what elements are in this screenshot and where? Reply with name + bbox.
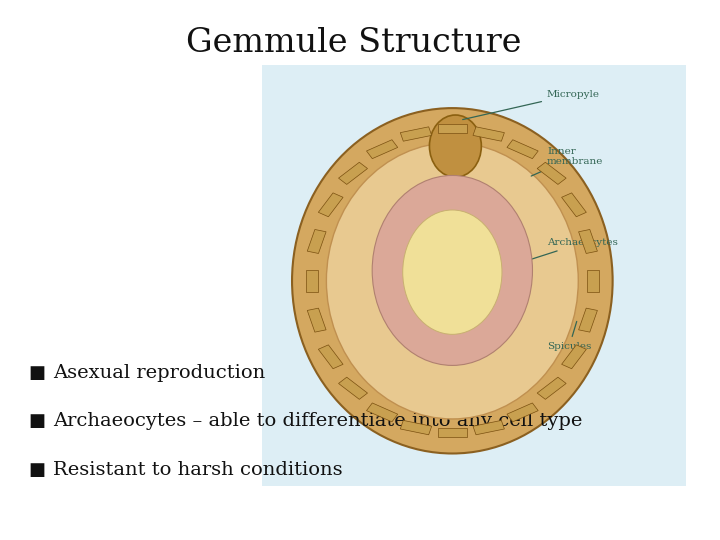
Text: Resistant to harsh conditions: Resistant to harsh conditions xyxy=(53,461,343,479)
Polygon shape xyxy=(307,308,326,332)
Text: Asexual reproduction: Asexual reproduction xyxy=(53,363,265,382)
Polygon shape xyxy=(507,140,538,159)
Polygon shape xyxy=(562,193,586,217)
Ellipse shape xyxy=(402,210,502,334)
Polygon shape xyxy=(473,421,505,435)
Text: Inner
membrane: Inner membrane xyxy=(531,147,603,176)
Polygon shape xyxy=(562,345,586,369)
Polygon shape xyxy=(318,345,343,369)
Ellipse shape xyxy=(372,176,533,366)
Text: Gemmule Structure: Gemmule Structure xyxy=(186,27,521,59)
Polygon shape xyxy=(306,269,318,292)
Polygon shape xyxy=(579,230,598,253)
Polygon shape xyxy=(318,193,343,217)
Text: ■: ■ xyxy=(28,461,45,479)
Text: Spicules: Spicules xyxy=(547,321,591,351)
Polygon shape xyxy=(366,403,397,422)
Text: Micropyle: Micropyle xyxy=(463,90,600,119)
Polygon shape xyxy=(537,377,566,399)
Polygon shape xyxy=(587,269,598,292)
Bar xyxy=(261,65,685,486)
Polygon shape xyxy=(579,308,598,332)
Polygon shape xyxy=(537,163,566,185)
Ellipse shape xyxy=(429,115,482,177)
Text: ■: ■ xyxy=(28,363,45,382)
Polygon shape xyxy=(400,421,432,435)
Polygon shape xyxy=(366,140,397,159)
Text: Archaeocytes – able to differentiate into any cell type: Archaeocytes – able to differentiate int… xyxy=(53,412,582,430)
Polygon shape xyxy=(507,403,538,422)
Polygon shape xyxy=(338,377,367,399)
Polygon shape xyxy=(438,124,467,133)
Polygon shape xyxy=(438,428,467,437)
Ellipse shape xyxy=(292,108,613,454)
Ellipse shape xyxy=(326,143,578,419)
Polygon shape xyxy=(307,230,326,253)
Polygon shape xyxy=(400,127,432,141)
Text: ■: ■ xyxy=(28,412,45,430)
Text: Archaeocytes: Archaeocytes xyxy=(531,238,618,259)
Polygon shape xyxy=(473,127,505,141)
Polygon shape xyxy=(338,163,367,185)
